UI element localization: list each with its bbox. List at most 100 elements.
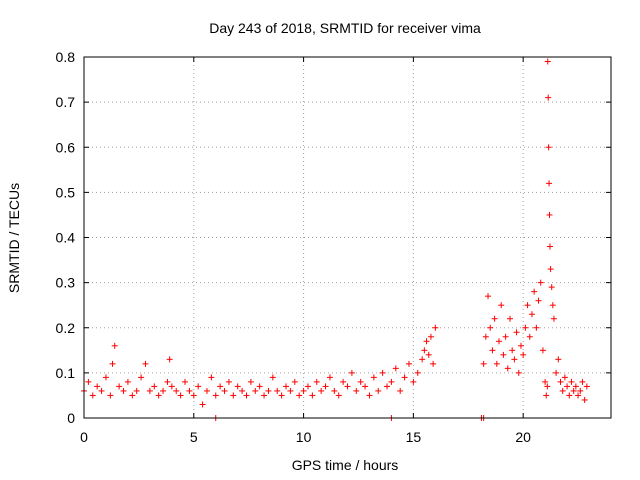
data-point xyxy=(570,387,577,394)
data-point xyxy=(581,396,588,403)
data-point xyxy=(566,392,573,399)
data-point xyxy=(124,378,131,385)
data-point xyxy=(480,360,487,367)
data-point xyxy=(384,383,391,390)
data-point xyxy=(322,383,329,390)
data-point xyxy=(545,144,552,151)
data-point xyxy=(550,315,557,322)
data-point xyxy=(557,378,564,385)
data-point xyxy=(421,347,428,354)
data-point xyxy=(559,387,566,394)
data-point xyxy=(186,387,193,394)
data-point xyxy=(397,387,404,394)
data-point xyxy=(269,374,276,381)
y-tick-label: 0.1 xyxy=(56,365,76,381)
y-tick-label: 0.2 xyxy=(56,320,76,336)
data-point xyxy=(326,374,333,381)
x-tick-label: 5 xyxy=(190,429,198,445)
data-point xyxy=(517,342,524,349)
data-point xyxy=(419,356,426,363)
x-tick-label: 0 xyxy=(80,429,88,445)
data-point xyxy=(120,387,127,394)
data-point xyxy=(166,356,173,363)
data-point xyxy=(243,392,250,399)
data-point xyxy=(313,378,320,385)
data-point xyxy=(491,315,498,322)
data-point xyxy=(340,378,347,385)
data-point xyxy=(283,383,290,390)
data-point xyxy=(561,374,568,381)
y-tick-label: 0.3 xyxy=(56,275,76,291)
data-point xyxy=(160,387,167,394)
data-point xyxy=(539,347,546,354)
data-point xyxy=(85,378,92,385)
data-point xyxy=(304,383,311,390)
data-point xyxy=(168,383,175,390)
data-point xyxy=(513,329,520,336)
data-point xyxy=(300,387,307,394)
data-point xyxy=(239,387,246,394)
data-point xyxy=(555,356,562,363)
data-point xyxy=(362,383,369,390)
data-point xyxy=(583,383,590,390)
data-point xyxy=(287,387,294,394)
data-point xyxy=(535,297,542,304)
data-point xyxy=(151,383,158,390)
data-point xyxy=(515,369,522,376)
data-point xyxy=(203,387,210,394)
data-point xyxy=(173,387,180,394)
y-tick-label: 0.5 xyxy=(56,184,76,200)
plot-frame xyxy=(83,56,612,419)
data-point xyxy=(296,392,303,399)
data-point xyxy=(547,266,554,273)
data-point xyxy=(155,392,162,399)
data-point xyxy=(537,279,544,286)
y-axis-label: SRMTID / TECUs xyxy=(6,183,22,293)
data-point xyxy=(109,360,116,367)
data-point xyxy=(331,387,338,394)
data-point xyxy=(256,383,263,390)
data-point xyxy=(102,374,109,381)
data-point xyxy=(544,58,551,65)
data-point xyxy=(489,347,496,354)
data-point xyxy=(405,360,412,367)
data-point xyxy=(274,387,281,394)
data-point xyxy=(221,387,228,394)
data-point xyxy=(335,392,342,399)
data-point xyxy=(182,378,189,385)
data-point xyxy=(208,374,215,381)
data-point xyxy=(146,387,153,394)
data-point xyxy=(546,180,553,187)
data-point xyxy=(261,392,268,399)
data-point xyxy=(129,392,136,399)
data-point xyxy=(423,338,430,345)
data-points xyxy=(81,58,590,421)
data-point xyxy=(366,392,373,399)
y-tick-label: 0 xyxy=(67,410,75,426)
data-point xyxy=(553,369,560,376)
data-point xyxy=(230,392,237,399)
data-point xyxy=(212,392,219,399)
data-point xyxy=(344,383,351,390)
data-point xyxy=(528,311,535,318)
data-point xyxy=(509,347,516,354)
data-point xyxy=(579,378,586,385)
data-point xyxy=(564,383,571,390)
data-point xyxy=(98,387,105,394)
data-point xyxy=(392,365,399,372)
data-point xyxy=(482,333,489,340)
chart-title: Day 243 of 2018, SRMTID for receiver vim… xyxy=(209,20,481,36)
data-point xyxy=(265,387,272,394)
y-tick-label: 0.8 xyxy=(56,49,76,65)
data-point xyxy=(177,392,184,399)
data-point xyxy=(309,392,316,399)
data-point xyxy=(577,387,584,394)
data-point xyxy=(138,374,145,381)
y-tick-label: 0.7 xyxy=(56,94,76,110)
data-point xyxy=(195,383,202,390)
data-point xyxy=(252,387,259,394)
data-point xyxy=(379,369,386,376)
data-point xyxy=(427,333,434,340)
tick-labels: 0 5 10 15 20 0 0.1 0.2 0.3 0.4 0.5 0.6 0.7 0.8 xyxy=(56,49,532,445)
